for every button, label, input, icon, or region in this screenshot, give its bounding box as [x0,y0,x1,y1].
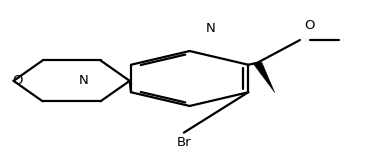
Text: Br: Br [176,136,191,149]
Text: O: O [12,74,23,87]
Polygon shape [253,62,275,93]
Text: O: O [304,19,315,32]
Text: N: N [78,74,88,87]
Text: N: N [206,22,216,35]
